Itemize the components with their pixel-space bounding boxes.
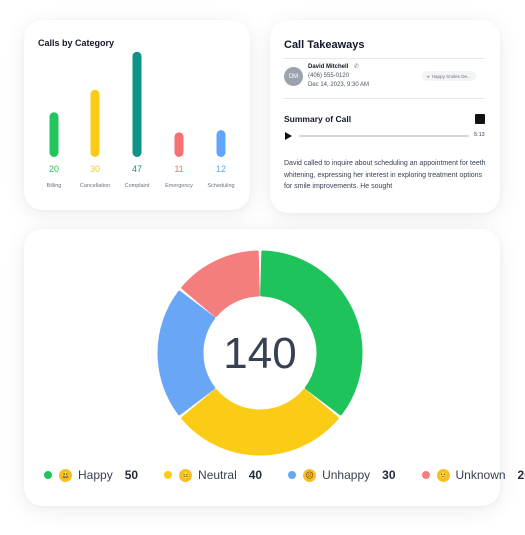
sentiment-total: 140 [223, 329, 296, 378]
legend-item-happy: 😃 Happy 50 [44, 468, 138, 482]
avatar: DM [284, 67, 303, 86]
legend-label: Unhappy [322, 468, 371, 482]
sentiment-legend: 😃 Happy 50 😐 Neutral 40 ☹ Unhappy 30 😕 Unknown 20 [44, 467, 525, 483]
caller-phone: (406) 555-0120 [308, 73, 350, 79]
bar-category-label: Scheduling [207, 183, 234, 189]
sentiment-donut-chart: 140 [157, 250, 363, 456]
legend-item-unknown: 😕 Unknown 20 [421, 468, 525, 482]
emoji-face-icon: ☹ [303, 468, 317, 482]
bar-category-label: Emergency [165, 183, 193, 189]
legend-dot [44, 471, 52, 479]
sentiment-card: 140 😃 Happy 50 😐 Neutral 40 ☹ Unhappy 30 😕 Unknown… [24, 229, 525, 506]
legend-count: 50 [124, 468, 139, 482]
donut-slice-unknown [181, 250, 260, 318]
call-takeaways-title: Call Takeaways [284, 39, 365, 51]
bar-emergency [174, 132, 184, 157]
summary-text: David called to inquire about scheduling… [284, 160, 486, 190]
bar-value-label: 11 [174, 164, 183, 174]
legend-count: 40 [248, 468, 263, 482]
emoji-face-icon: 😃 [59, 468, 72, 482]
legend-item-neutral: 😐 Neutral 40 [164, 468, 262, 482]
legend-dot [421, 471, 430, 479]
donut-slice-happy [260, 250, 363, 416]
legend-label: Happy [78, 468, 113, 482]
calls-by-category-chart: 20 Billing 30 Cancellation 47 Complaint 11 Emer… [47, 51, 235, 189]
legend-dot [164, 471, 173, 479]
donut-slice-neutral [181, 388, 339, 456]
bar-billing [49, 112, 59, 157]
legend-count: 30 [382, 468, 396, 482]
audio-duration: 5:13 [474, 132, 485, 138]
call-date: Dec 14, 2023, 9:30 AM [308, 82, 370, 88]
legend-count: 20 [517, 468, 525, 482]
practice-name: Happy Smiles De... [431, 73, 471, 79]
bar-value-label: 20 [49, 164, 59, 174]
legend-label: Unknown [455, 468, 506, 482]
legend-dot [288, 471, 297, 479]
calls-by-category-card: Calls by Category 20 Billing 30 Cancellatio… [24, 20, 250, 210]
legend-item-unhappy: ☹ Unhappy 30 [288, 468, 396, 482]
bar-scheduling [216, 130, 226, 157]
bar-category-label: Complaint [125, 183, 150, 189]
legend-label: Neutral [198, 468, 237, 482]
bar-category-label: Cancellation [80, 183, 110, 189]
caller-name[interactable]: David Mitchell [308, 64, 349, 70]
location-pin-icon: ⌖ [427, 73, 430, 79]
play-icon[interactable] [285, 132, 292, 140]
phone-icon: ✆ [354, 64, 360, 70]
emoji-face-icon: 😕 [436, 468, 450, 482]
call-takeaways-card: Call Takeaways DM David Mitchell ✆ (406)… [270, 20, 500, 213]
calls-by-category-title: Calls by Category [38, 38, 115, 48]
bar-category-label: Billing [47, 183, 62, 189]
bar-value-label: 12 [216, 164, 226, 174]
summary-title: Summary of Call [284, 114, 352, 124]
bar-cancellation [90, 89, 100, 157]
bar-value-label: 30 [90, 164, 100, 174]
bar-complaint [132, 51, 142, 157]
divider [284, 58, 484, 59]
divider [284, 98, 484, 99]
donut-slice-unhappy [157, 290, 216, 416]
bar-value-label: 47 [132, 164, 142, 174]
audio-progress-track[interactable] [299, 135, 469, 137]
practice-badge[interactable]: ⌖ Happy Smiles De... [422, 71, 476, 81]
expand-icon[interactable] [475, 114, 485, 124]
emoji-face-icon: 😐 [179, 468, 193, 482]
